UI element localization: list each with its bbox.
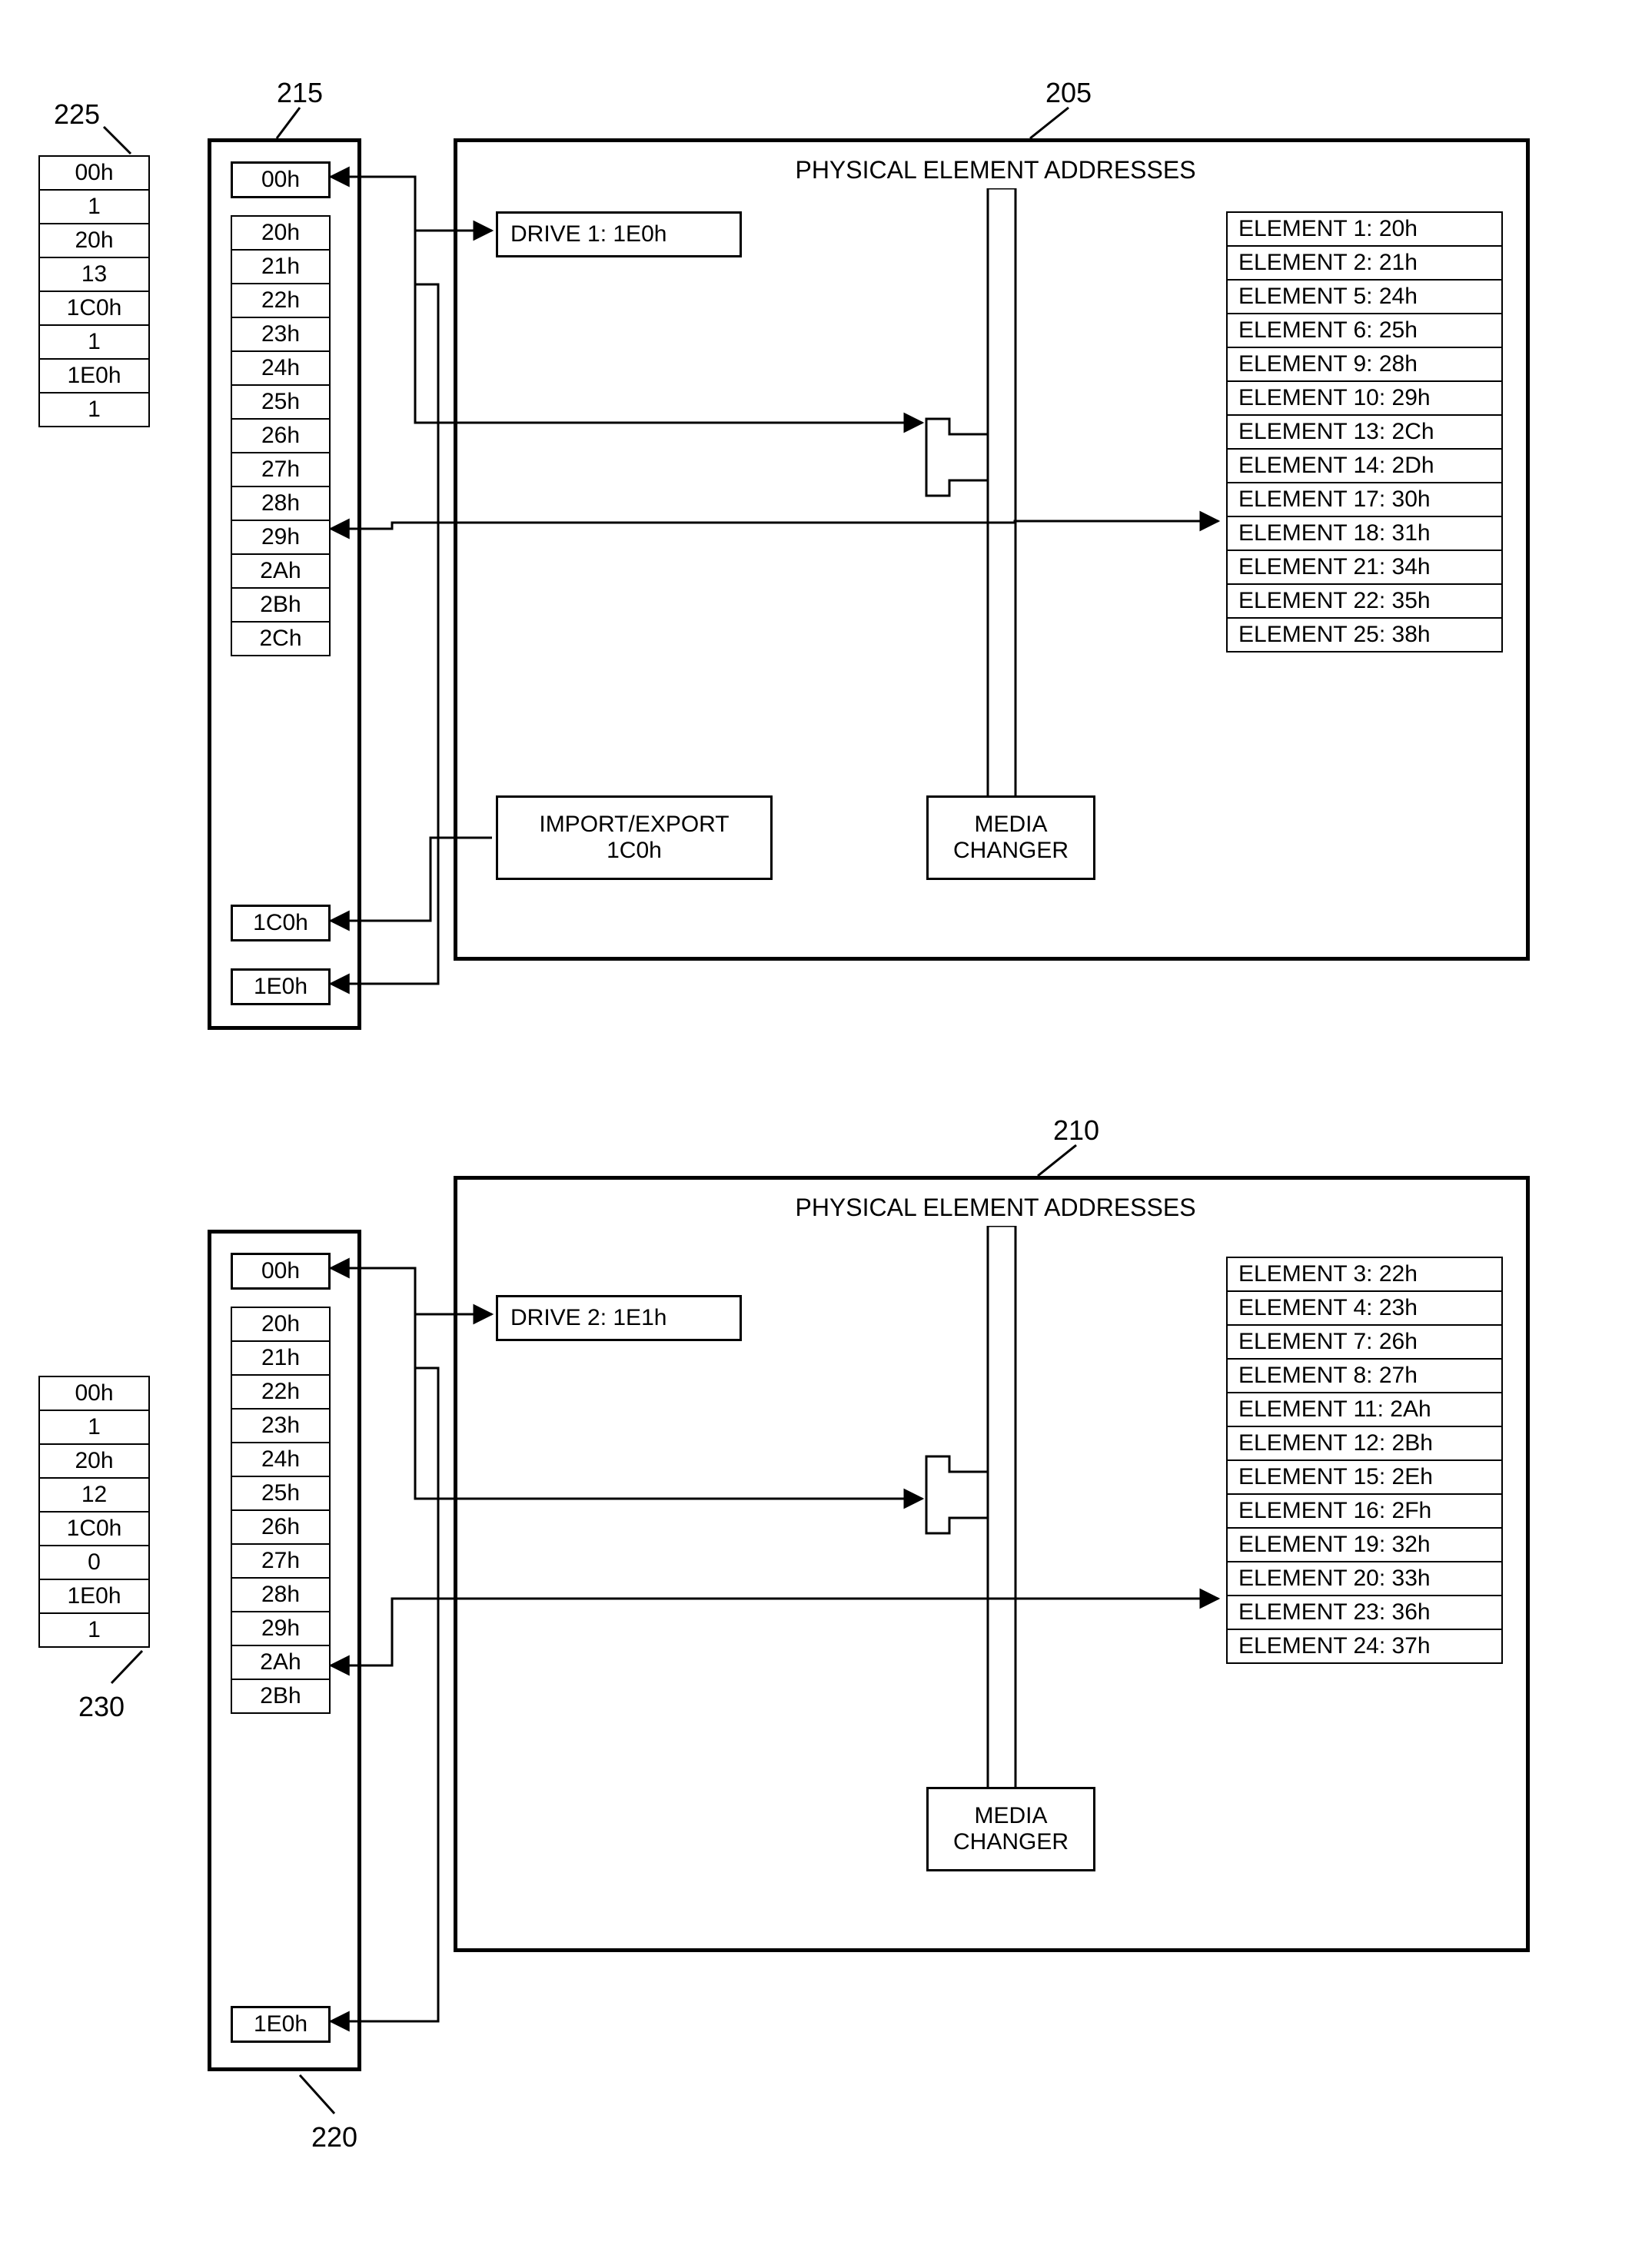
p205-el-8: ELEMENT 17: 30h [1226, 483, 1503, 517]
col215-1c0: 1C0h [231, 905, 331, 941]
panel205-import-export: IMPORT/EXPORT 1C0h [496, 795, 773, 880]
ref-220: 220 [311, 2121, 357, 2153]
panel210-elements: ELEMENT 3: 22h ELEMENT 4: 23h ELEMENT 7:… [1226, 1257, 1503, 1664]
p210-el-3: ELEMENT 8: 27h [1226, 1360, 1503, 1393]
col220-top: 00h [231, 1253, 331, 1290]
ref-215: 215 [277, 77, 323, 109]
col215-addr-11: 2Bh [231, 589, 331, 623]
col230-6: 1E0h [38, 1580, 150, 1614]
p210-el-8: ELEMENT 19: 32h [1226, 1529, 1503, 1562]
ref-205: 205 [1045, 77, 1092, 109]
col230-5: 0 [38, 1546, 150, 1580]
panel210-drive: DRIVE 2: 1E1h [496, 1295, 742, 1341]
p210-el-0: ELEMENT 3: 22h [1226, 1257, 1503, 1292]
col215-addr-8: 28h [231, 487, 331, 521]
p205-el-12: ELEMENT 25: 38h [1226, 619, 1503, 653]
p210-el-4: ELEMENT 11: 2Ah [1226, 1393, 1503, 1427]
col220-addr-2: 22h [231, 1376, 331, 1410]
col215-addr-5: 25h [231, 386, 331, 420]
panel-210: PHYSICAL ELEMENT ADDRESSES DRIVE 2: 1E1h… [454, 1176, 1530, 1952]
col-225: 00h 1 20h 13 1C0h 1 1E0h 1 [38, 155, 150, 427]
panel210-media-changer: MEDIA CHANGER [926, 1787, 1095, 1871]
col220-addr-6: 26h [231, 1511, 331, 1545]
col230-4: 1C0h [38, 1513, 150, 1546]
col225-2: 20h [38, 224, 150, 258]
col225-1: 1 [38, 191, 150, 224]
col215-addr-12: 2Ch [231, 623, 331, 656]
p205-el-3: ELEMENT 6: 25h [1226, 314, 1503, 348]
panel-205: PHYSICAL ELEMENT ADDRESSES DRIVE 1: 1E0h… [454, 138, 1530, 961]
col220-addr-0: 20h [231, 1307, 331, 1342]
col220-addr-9: 29h [231, 1612, 331, 1646]
col220-addr-4: 24h [231, 1443, 331, 1477]
ref-230: 230 [78, 1691, 125, 1723]
panel205-media-changer: MEDIA CHANGER [926, 795, 1095, 880]
col230-0: 00h [38, 1376, 150, 1411]
col215-addr-1: 21h [231, 251, 331, 284]
diagram-root: 225 215 205 210 220 230 00h 1 20h 13 1C0… [31, 31, 1621, 2237]
panel205-elements: ELEMENT 1: 20h ELEMENT 2: 21h ELEMENT 5:… [1226, 211, 1503, 653]
ref-225: 225 [54, 98, 100, 131]
p205-el-4: ELEMENT 9: 28h [1226, 348, 1503, 382]
p210-el-7: ELEMENT 16: 2Fh [1226, 1495, 1503, 1529]
p205-el-6: ELEMENT 13: 2Ch [1226, 416, 1503, 450]
col225-7: 1 [38, 393, 150, 427]
col215-addr-4: 24h [231, 352, 331, 386]
col215-addr-3: 23h [231, 318, 331, 352]
ref-210: 210 [1053, 1114, 1099, 1147]
col215-addr-9: 29h [231, 521, 331, 555]
p210-el-11: ELEMENT 24: 37h [1226, 1630, 1503, 1664]
p205-el-1: ELEMENT 2: 21h [1226, 247, 1503, 281]
col220-addr-8: 28h [231, 1579, 331, 1612]
col225-0: 00h [38, 155, 150, 191]
col230-7: 1 [38, 1614, 150, 1648]
p205-el-10: ELEMENT 21: 34h [1226, 551, 1503, 585]
panel210-title: PHYSICAL ELEMENT ADDRESSES [703, 1194, 1288, 1222]
col220-addr-1: 21h [231, 1342, 331, 1376]
p210-el-9: ELEMENT 20: 33h [1226, 1562, 1503, 1596]
p205-el-9: ELEMENT 18: 31h [1226, 517, 1503, 551]
col215-addr-6: 26h [231, 420, 331, 453]
col-230: 00h 1 20h 12 1C0h 0 1E0h 1 [38, 1376, 150, 1648]
p210-el-10: ELEMENT 23: 36h [1226, 1596, 1503, 1630]
col225-5: 1 [38, 326, 150, 360]
p210-el-2: ELEMENT 7: 26h [1226, 1326, 1503, 1360]
p210-el-5: ELEMENT 12: 2Bh [1226, 1427, 1503, 1461]
p210-el-1: ELEMENT 4: 23h [1226, 1292, 1503, 1326]
col215-addr-10: 2Ah [231, 555, 331, 589]
col225-3: 13 [38, 258, 150, 292]
col220-1e0: 1E0h [231, 2006, 331, 2043]
col215-addr-0: 20h [231, 215, 331, 251]
col230-3: 12 [38, 1479, 150, 1513]
col215-addr-2: 22h [231, 284, 331, 318]
container-215: 00h 20h 21h 22h 23h 24h 25h 26h 27h 28h … [208, 138, 361, 1030]
p205-el-5: ELEMENT 10: 29h [1226, 382, 1503, 416]
p205-el-7: ELEMENT 14: 2Dh [1226, 450, 1503, 483]
col225-6: 1E0h [38, 360, 150, 393]
col215-addrs: 20h 21h 22h 23h 24h 25h 26h 27h 28h 29h … [231, 215, 331, 656]
col230-1: 1 [38, 1411, 150, 1445]
p205-el-2: ELEMENT 5: 24h [1226, 281, 1503, 314]
col220-addr-3: 23h [231, 1410, 331, 1443]
p205-el-11: ELEMENT 22: 35h [1226, 585, 1503, 619]
p205-el-0: ELEMENT 1: 20h [1226, 211, 1503, 247]
panel205-title: PHYSICAL ELEMENT ADDRESSES [703, 156, 1288, 184]
col220-addr-11: 2Bh [231, 1680, 331, 1714]
col230-2: 20h [38, 1445, 150, 1479]
container-220: 00h 20h 21h 22h 23h 24h 25h 26h 27h 28h … [208, 1230, 361, 2071]
col220-addr-7: 27h [231, 1545, 331, 1579]
col215-addr-7: 27h [231, 453, 331, 487]
col215-1e0: 1E0h [231, 968, 331, 1005]
col225-4: 1C0h [38, 292, 150, 326]
col220-addr-10: 2Ah [231, 1646, 331, 1680]
col220-addr-5: 25h [231, 1477, 331, 1511]
p210-el-6: ELEMENT 15: 2Eh [1226, 1461, 1503, 1495]
panel205-drive: DRIVE 1: 1E0h [496, 211, 742, 257]
col220-addrs: 20h 21h 22h 23h 24h 25h 26h 27h 28h 29h … [231, 1307, 331, 1714]
col215-top: 00h [231, 161, 331, 198]
